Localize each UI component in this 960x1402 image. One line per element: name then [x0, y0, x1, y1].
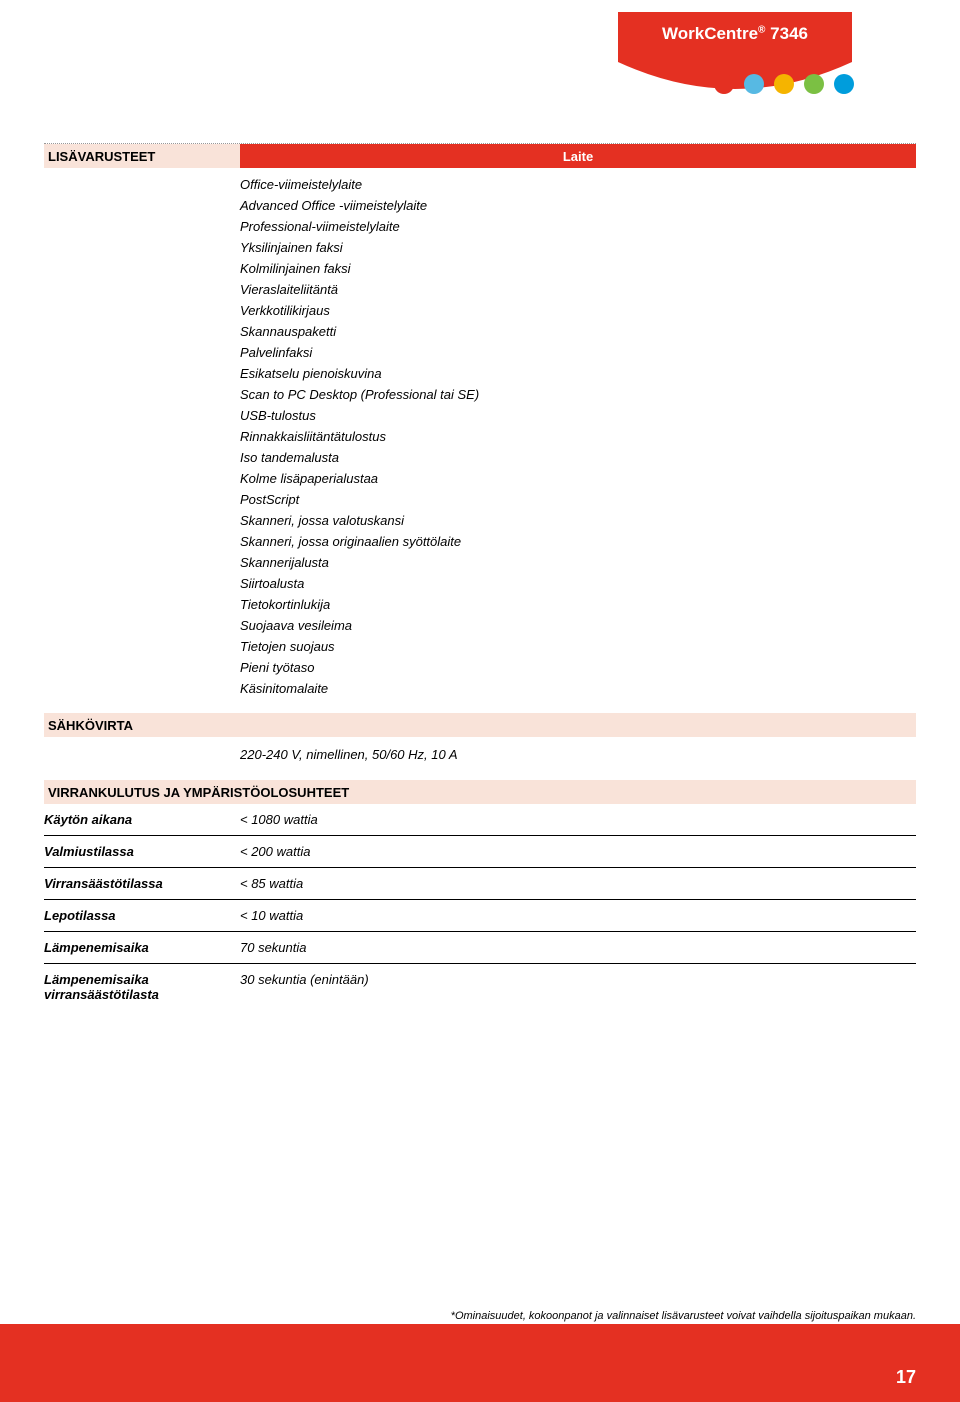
spec-value: < 200 wattia [240, 844, 916, 859]
list-item: Advanced Office -viimeistelylaite [240, 195, 916, 216]
list-item: Kolmilinjainen faksi [240, 258, 916, 279]
spec-value: 30 sekuntia (enintään) [240, 972, 916, 987]
list-item: Käsinitomalaite [240, 678, 916, 699]
list-item: Skannauspaketti [240, 321, 916, 342]
list-item: Scan to PC Desktop (Professional tai SE) [240, 384, 916, 405]
list-item: Tietojen suojaus [240, 636, 916, 657]
spec-label: Lepotilassa [44, 908, 240, 923]
table-row: Käytön aikana< 1080 wattia [44, 804, 916, 836]
list-item: Suojaava vesileima [240, 615, 916, 636]
section-title-consumption: VIRRANKULUTUS JA YMPÄRISTÖOLOSUHTEET [48, 785, 349, 800]
banner-label: Laite [563, 149, 593, 164]
section-header-power: SÄHKÖVIRTA [44, 713, 916, 737]
dot-5 [834, 74, 854, 94]
table-row: Virransäästötilassa< 85 wattia [44, 868, 916, 900]
spec-label: Valmiustilassa [44, 844, 240, 859]
spec-value: < 85 wattia [240, 876, 916, 891]
dot-4 [804, 74, 824, 94]
spec-table: Käytön aikana< 1080 wattiaValmiustilassa… [44, 804, 916, 1010]
list-item: Palvelinfaksi [240, 342, 916, 363]
spec-label: Lämpenemisaika [44, 940, 240, 955]
accessories-list: Office-viimeistelylaiteAdvanced Office -… [44, 168, 916, 713]
table-row: Lämpenemisaika virransäästötilasta30 sek… [44, 964, 916, 1010]
page: WorkCentre® 7346 LISÄVARUSTEET Laite Off… [0, 0, 960, 1402]
spec-label: Lämpenemisaika virransäästötilasta [44, 972, 240, 1002]
product-model: 7346 [770, 24, 808, 43]
list-item: Siirtoalusta [240, 573, 916, 594]
list-item: PostScript [240, 489, 916, 510]
list-item: Tietokortinlukija [240, 594, 916, 615]
list-item: Kolme lisäpaperialustaa [240, 468, 916, 489]
product-name-text: WorkCentre [662, 24, 758, 43]
table-row: Valmiustilassa< 200 wattia [44, 836, 916, 868]
spec-value: 70 sekuntia [240, 940, 916, 955]
dot-1 [714, 74, 734, 94]
list-item: Skanneri, jossa valotuskansi [240, 510, 916, 531]
section-title-accessories: LISÄVARUSTEET [44, 144, 240, 168]
list-item: Verkkotilikirjaus [240, 300, 916, 321]
list-item: Rinnakkaisliitäntätulostus [240, 426, 916, 447]
list-item: Professional-viimeistelylaite [240, 216, 916, 237]
color-dots [714, 74, 854, 94]
table-row: Lämpenemisaika70 sekuntia [44, 932, 916, 964]
list-item: Esikatselu pienoiskuvina [240, 363, 916, 384]
list-item: Iso tandemalusta [240, 447, 916, 468]
footnote: *Ominaisuudet, kokoonpanot ja valinnaise… [451, 1310, 916, 1322]
page-number: 17 [896, 1367, 916, 1388]
banner-bar: Laite [240, 144, 916, 168]
list-item: USB-tulostus [240, 405, 916, 426]
list-item: Office-viimeistelylaite [240, 174, 916, 195]
dot-3 [774, 74, 794, 94]
list-item: Yksilinjainen faksi [240, 237, 916, 258]
list-item: Pieni työtaso [240, 657, 916, 678]
product-name: WorkCentre® 7346 [662, 24, 808, 44]
product-tab-bar: WorkCentre® 7346 [618, 12, 852, 56]
table-row: Lepotilassa< 10 wattia [44, 900, 916, 932]
list-item: Vieraslaiteliitäntä [240, 279, 916, 300]
list-item: Skanneri, jossa originaalien syöttölaite [240, 531, 916, 552]
section-header-accessories: LISÄVARUSTEET Laite [44, 144, 916, 168]
spec-value: < 1080 wattia [240, 812, 916, 827]
footer-band [0, 1324, 960, 1402]
spec-label: Virransäästötilassa [44, 876, 240, 891]
section-header-consumption: VIRRANKULUTUS JA YMPÄRISTÖOLOSUHTEET [44, 780, 916, 804]
spec-value: < 10 wattia [240, 908, 916, 923]
list-item: Skannerijalusta [240, 552, 916, 573]
spec-label: Käytön aikana [44, 812, 240, 827]
registered-mark: ® [758, 24, 765, 35]
dot-2 [744, 74, 764, 94]
content-area: LISÄVARUSTEET Laite Office-viimeistelyla… [44, 143, 916, 1010]
power-text: 220-240 V, nimellinen, 50/60 Hz, 10 A [44, 737, 916, 780]
section-title-power: SÄHKÖVIRTA [48, 718, 133, 733]
